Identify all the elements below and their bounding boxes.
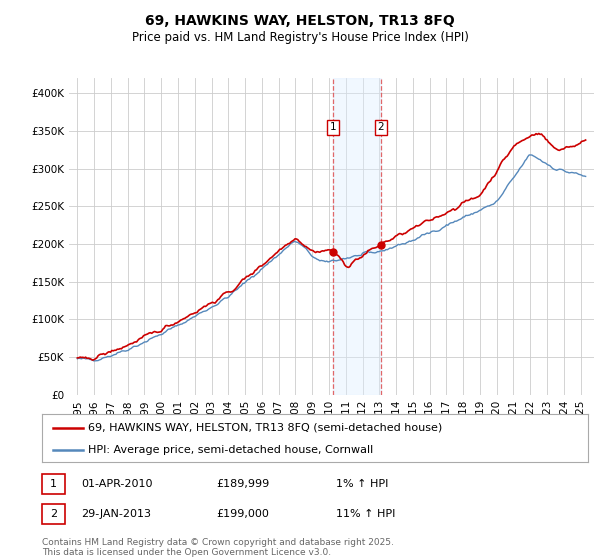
Text: £199,000: £199,000: [216, 509, 269, 519]
Text: 01-APR-2010: 01-APR-2010: [81, 479, 152, 489]
Text: Price paid vs. HM Land Registry's House Price Index (HPI): Price paid vs. HM Land Registry's House …: [131, 31, 469, 44]
Text: 1: 1: [330, 123, 337, 132]
Text: £189,999: £189,999: [216, 479, 269, 489]
Text: 2: 2: [50, 509, 57, 519]
Text: 2: 2: [377, 123, 384, 132]
Text: Contains HM Land Registry data © Crown copyright and database right 2025.
This d: Contains HM Land Registry data © Crown c…: [42, 538, 394, 557]
Text: 11% ↑ HPI: 11% ↑ HPI: [336, 509, 395, 519]
Text: 1: 1: [50, 479, 57, 489]
Text: 69, HAWKINS WAY, HELSTON, TR13 8FQ: 69, HAWKINS WAY, HELSTON, TR13 8FQ: [145, 14, 455, 28]
Bar: [333, 78, 380, 395]
Text: 29-JAN-2013: 29-JAN-2013: [81, 509, 151, 519]
Text: 1% ↑ HPI: 1% ↑ HPI: [336, 479, 388, 489]
Text: 69, HAWKINS WAY, HELSTON, TR13 8FQ (semi-detached house): 69, HAWKINS WAY, HELSTON, TR13 8FQ (semi…: [88, 423, 443, 433]
Text: HPI: Average price, semi-detached house, Cornwall: HPI: Average price, semi-detached house,…: [88, 445, 374, 455]
